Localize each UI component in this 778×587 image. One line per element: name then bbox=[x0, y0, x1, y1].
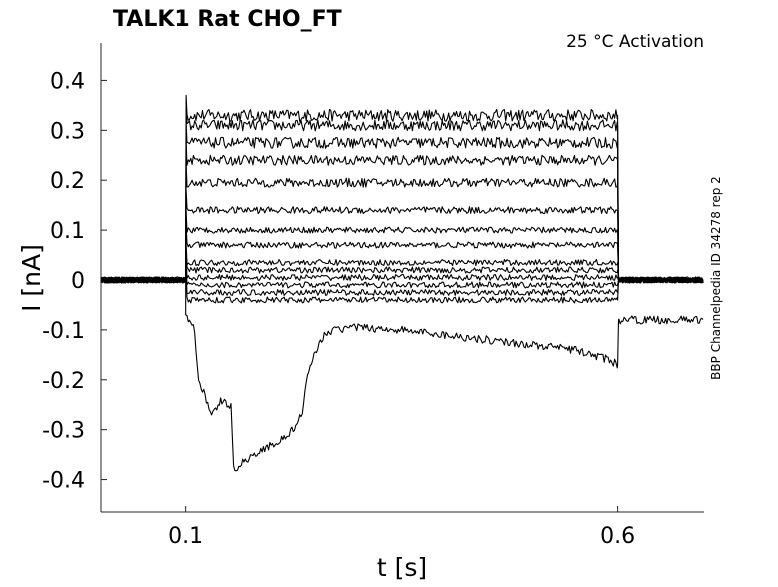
y-tick-label: -0.3 bbox=[42, 419, 85, 444]
current-trace-11 bbox=[100, 256, 704, 284]
y-tick-label: 0.2 bbox=[50, 169, 85, 194]
axes bbox=[100, 43, 704, 513]
x-tick-label: 0.1 bbox=[168, 524, 203, 549]
current-trace-13 bbox=[100, 271, 704, 296]
current-trace-6 bbox=[100, 189, 704, 284]
current-trace-14 bbox=[100, 276, 704, 304]
y-tick-label: -0.1 bbox=[42, 319, 85, 344]
current-trace-8 bbox=[100, 224, 704, 284]
y-tick-label: 0 bbox=[71, 269, 85, 294]
x-tick-label: 0.6 bbox=[600, 524, 635, 549]
y-tick-label: 0.1 bbox=[50, 219, 85, 244]
current-trace-2 bbox=[100, 104, 704, 284]
chart-title: TALK1 Rat CHO_FT bbox=[113, 7, 342, 32]
y-tick-label: -0.2 bbox=[42, 369, 85, 394]
current-trace-9 bbox=[100, 242, 704, 284]
current-trace-5 bbox=[100, 162, 704, 284]
current-trace-3 bbox=[100, 122, 704, 284]
current-trace-7 bbox=[100, 209, 704, 284]
temperature-annotation: 25 °C Activation bbox=[566, 32, 704, 52]
series bbox=[100, 94, 704, 472]
current-trace-12 bbox=[100, 264, 704, 289]
current-trace-4 bbox=[100, 139, 704, 284]
side-label: BBP Channelpedia ID 34278 rep 2 bbox=[709, 176, 723, 380]
current-trace-10 bbox=[100, 249, 704, 284]
x-axis-label: t [s] bbox=[377, 553, 427, 582]
current-trace-15 bbox=[100, 276, 704, 472]
y-tick-label: 0.4 bbox=[50, 69, 85, 94]
ticks: 0.4 0.3 0.2 0.1 0 -0.1 -0.2 -0.3 -0.4 0.1 0.6 bbox=[42, 69, 635, 549]
y-tick-label: -0.4 bbox=[42, 469, 85, 494]
y-axis-label: I [nA] bbox=[17, 244, 46, 312]
current-trace-1 bbox=[100, 94, 704, 284]
y-tick-label: 0.3 bbox=[50, 119, 85, 144]
